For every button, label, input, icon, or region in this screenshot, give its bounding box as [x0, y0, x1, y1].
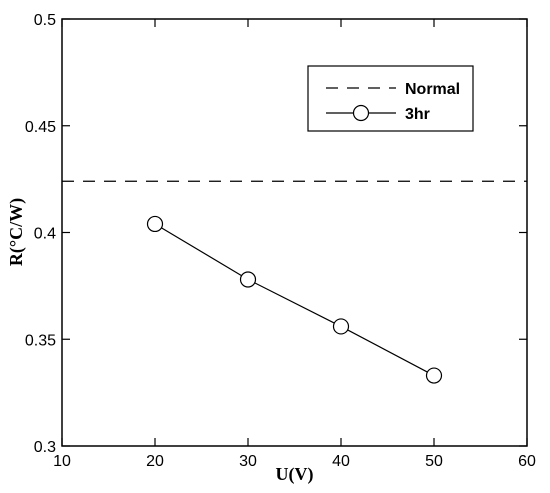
x-tick-label: 30 — [239, 453, 257, 470]
x-tick-label: 40 — [332, 453, 350, 470]
legend-box — [307, 65, 474, 132]
y-tick-label: 0.5 — [34, 12, 56, 29]
y-tick-label: 0.45 — [25, 119, 56, 136]
y-tick-label: 0.35 — [25, 332, 56, 349]
x-tick-label: 20 — [146, 453, 164, 470]
legend: Normal 3hr — [307, 65, 474, 132]
series-layer — [62, 180, 527, 384]
y-tick-label: 0.3 — [34, 439, 56, 456]
data-point-3hr — [332, 318, 350, 335]
series-3hr-line — [154, 223, 435, 377]
legend-3hr-label: 3hr — [405, 106, 430, 123]
legend-normal-label: Normal — [405, 81, 460, 98]
x-tick-label: 50 — [425, 453, 443, 470]
data-point-3hr — [425, 367, 443, 384]
x-tick-label: 10 — [53, 453, 71, 470]
x-tick-label: 60 — [518, 453, 536, 470]
data-point-3hr — [239, 271, 257, 288]
data-point-3hr — [146, 215, 164, 233]
x-axis-label: U(V) — [276, 464, 314, 485]
legend-3hr-swatch-marker — [352, 104, 370, 122]
y-axis-label: R(°C/W) — [6, 198, 27, 266]
axis-ticks: 10 20 30 40 50 60 0.3 0.35 0.4 0.45 0.5 — [25, 12, 536, 470]
y-tick-label: 0.4 — [34, 226, 56, 243]
